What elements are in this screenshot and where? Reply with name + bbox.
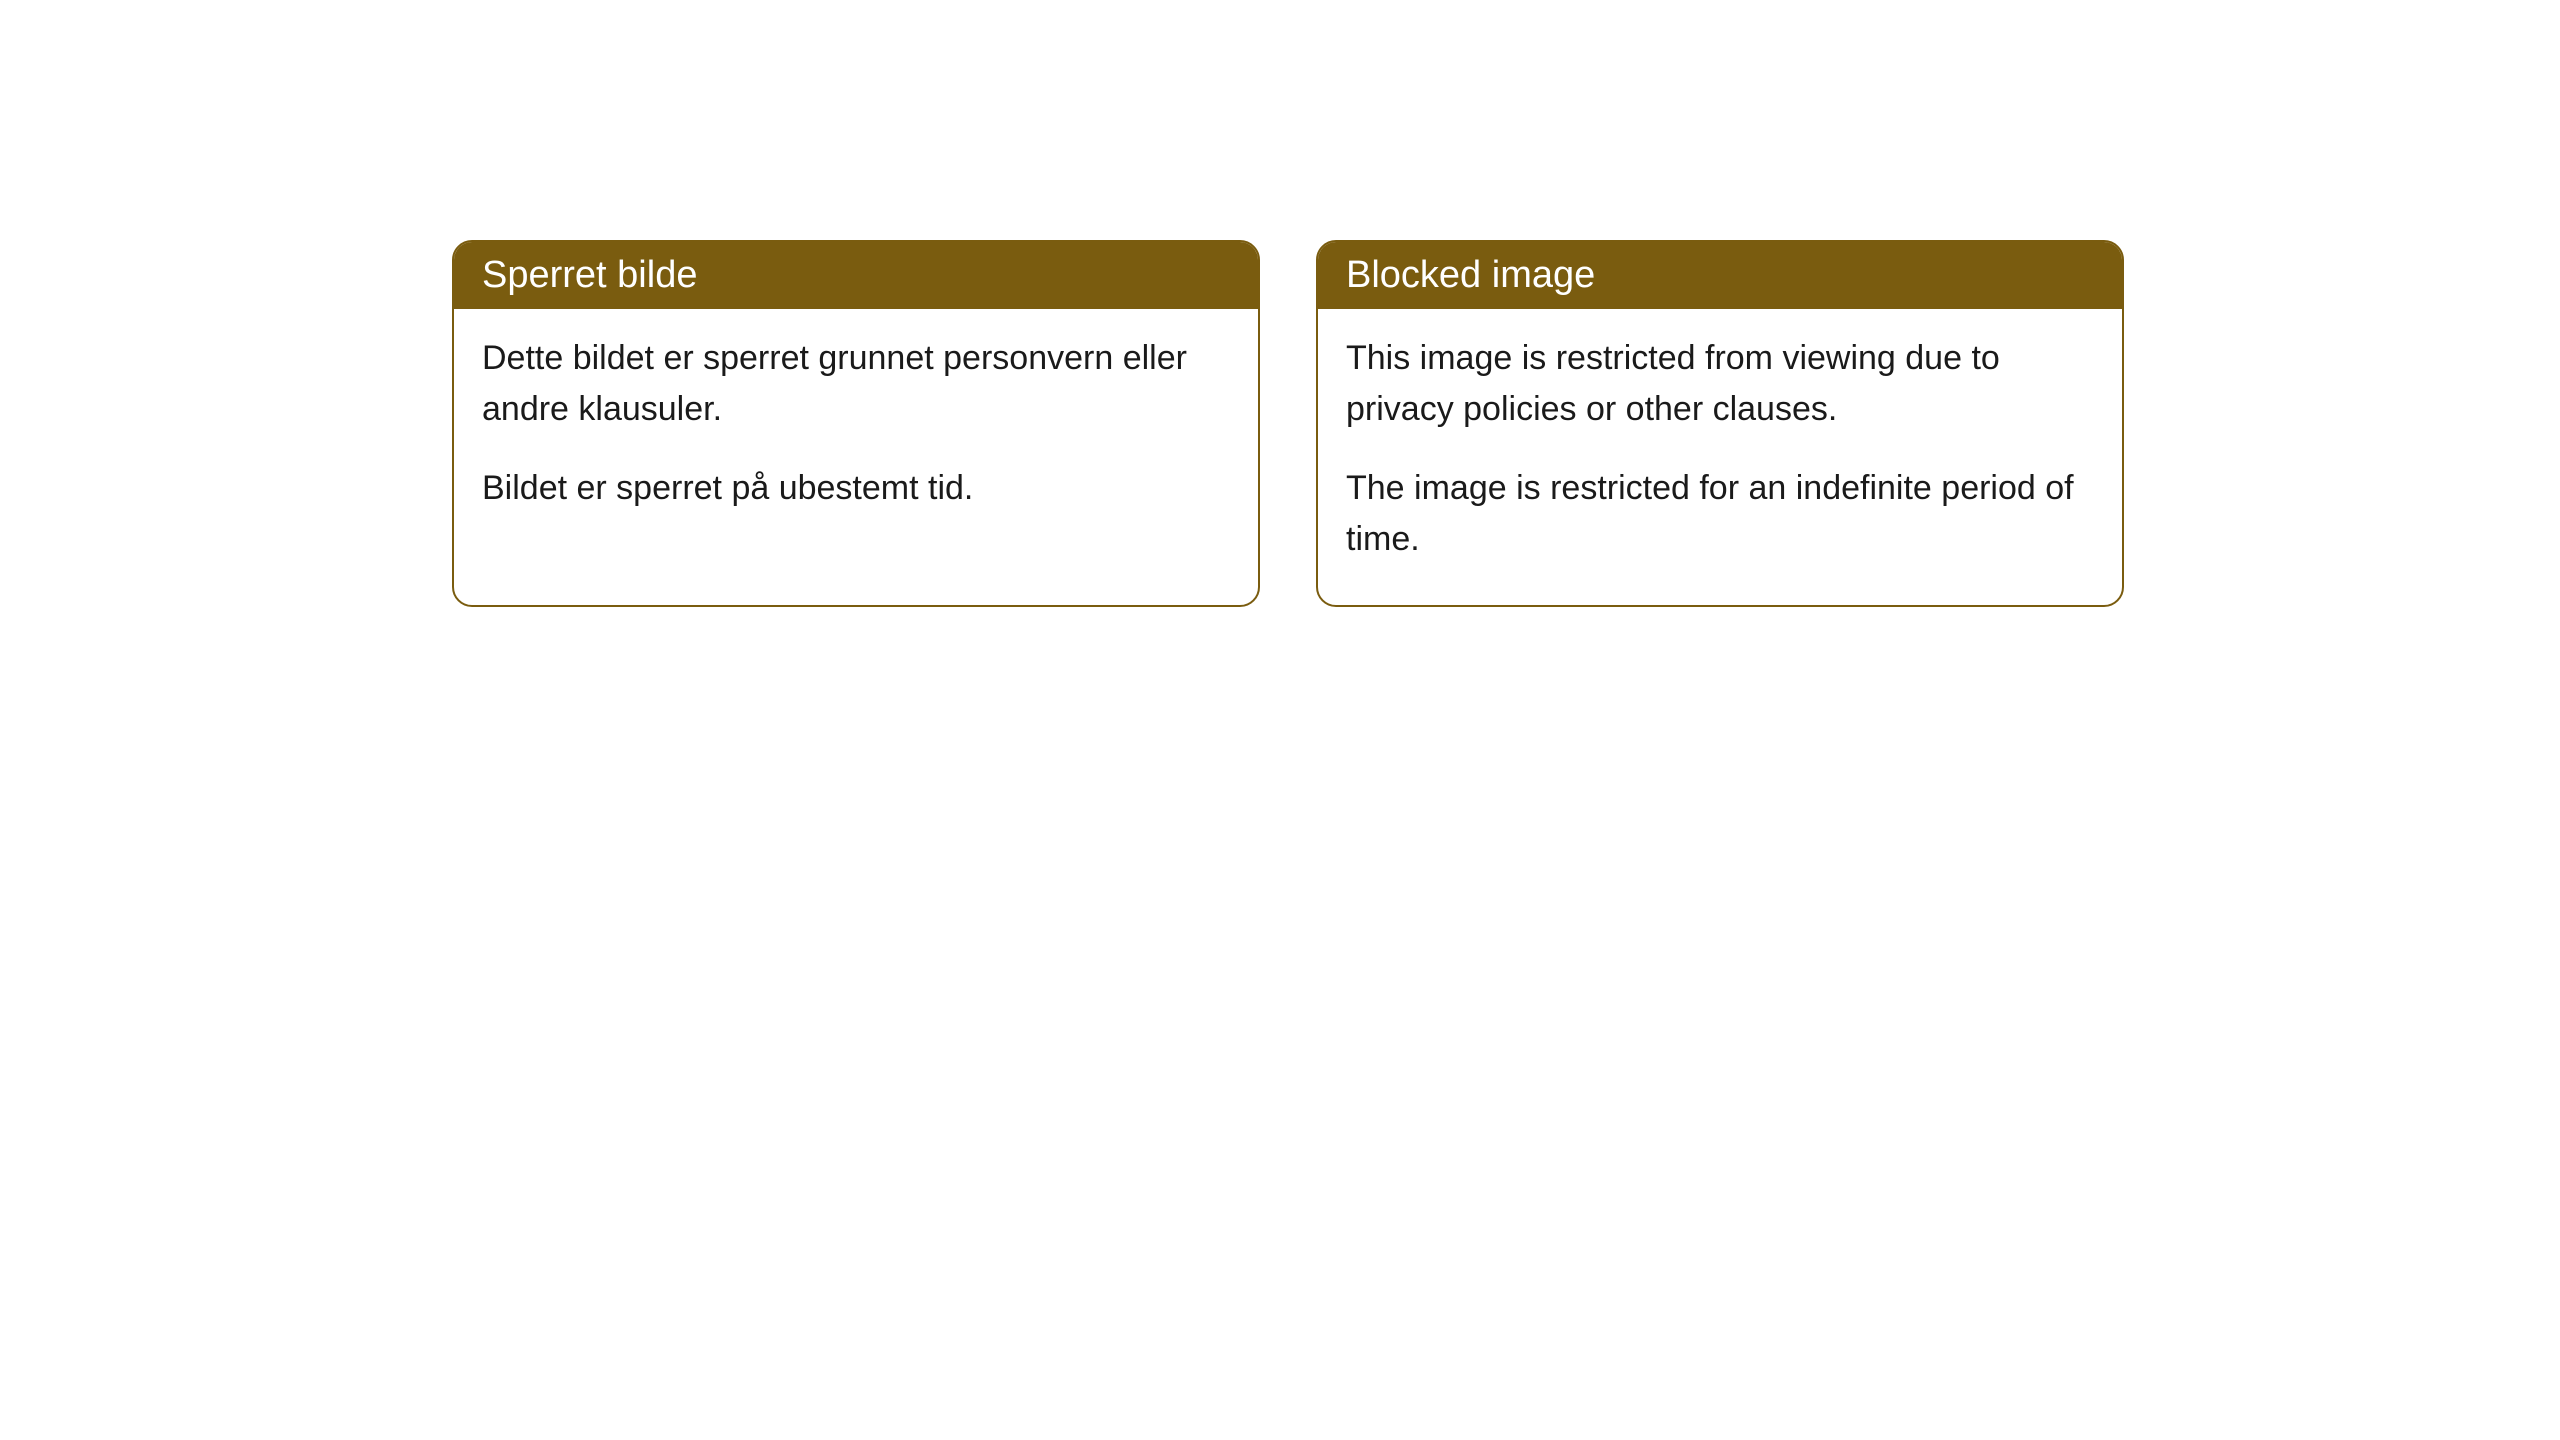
card-paragraph: Bildet er sperret på ubestemt tid. [482, 463, 1230, 514]
card-paragraph: Dette bildet er sperret grunnet personve… [482, 333, 1230, 435]
blocked-image-card-norwegian: Sperret bilde Dette bildet er sperret gr… [452, 240, 1260, 607]
card-body-english: This image is restricted from viewing du… [1318, 309, 2122, 605]
card-paragraph: The image is restricted for an indefinit… [1346, 463, 2094, 565]
card-header-norwegian: Sperret bilde [454, 242, 1258, 309]
card-paragraph: This image is restricted from viewing du… [1346, 333, 2094, 435]
card-body-norwegian: Dette bildet er sperret grunnet personve… [454, 309, 1258, 554]
card-title-english: Blocked image [1346, 254, 1595, 296]
card-title-norwegian: Sperret bilde [482, 254, 697, 296]
info-cards-container: Sperret bilde Dette bildet er sperret gr… [452, 240, 2124, 607]
card-header-english: Blocked image [1318, 242, 2122, 309]
blocked-image-card-english: Blocked image This image is restricted f… [1316, 240, 2124, 607]
